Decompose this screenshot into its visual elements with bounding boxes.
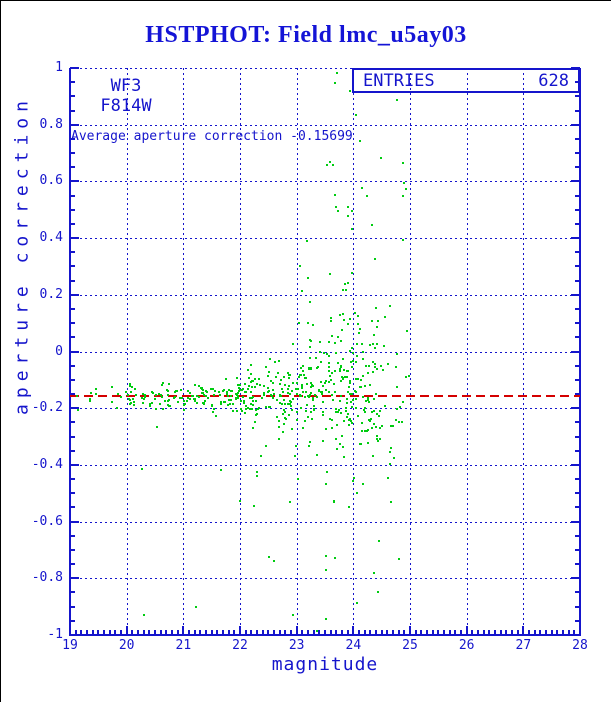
x-axis-title: magnitude xyxy=(271,654,379,675)
y-tick-label: -0.4 xyxy=(31,456,63,472)
page-title: HSTPHOT: Field lmc_u5ay03 xyxy=(145,22,467,48)
y-tick-label: 0.8 xyxy=(39,116,63,132)
x-tick-label: 19 xyxy=(62,638,78,653)
x-tick-label: 23 xyxy=(288,638,305,653)
y-tick-label: -0.6 xyxy=(31,513,63,529)
x-tick-label: 27 xyxy=(515,638,532,653)
y-tick-label: 0.6 xyxy=(39,173,63,189)
entries-legend-box: ENTRIES 628 xyxy=(352,68,580,93)
x-tick-label: 22 xyxy=(232,638,248,653)
y-tick-label: -0.8 xyxy=(31,570,63,586)
y-tick-label: 0.4 xyxy=(39,230,63,246)
x-tick-label: 25 xyxy=(402,638,418,653)
y-tick-label: 0 xyxy=(55,343,63,359)
x-tick-label: 26 xyxy=(458,638,475,653)
x-tick-label: 28 xyxy=(572,638,588,653)
x-tick-label: 24 xyxy=(345,638,362,653)
filter-label: F814W xyxy=(100,96,152,116)
y-tick-label: 0.2 xyxy=(39,286,63,302)
entries-label: ENTRIES xyxy=(363,70,435,91)
camera-label: WF3 xyxy=(110,76,142,96)
x-tick-label: 20 xyxy=(118,638,135,653)
y-tick-label: 1 xyxy=(55,60,63,75)
y-tick-label: -1 xyxy=(47,627,63,642)
average-correction-label: Average aperture correction -0.15699 xyxy=(71,129,353,144)
y-tick-label: -0.2 xyxy=(31,400,63,416)
entries-value: 628 xyxy=(538,70,569,91)
x-tick-label: 21 xyxy=(175,638,192,653)
